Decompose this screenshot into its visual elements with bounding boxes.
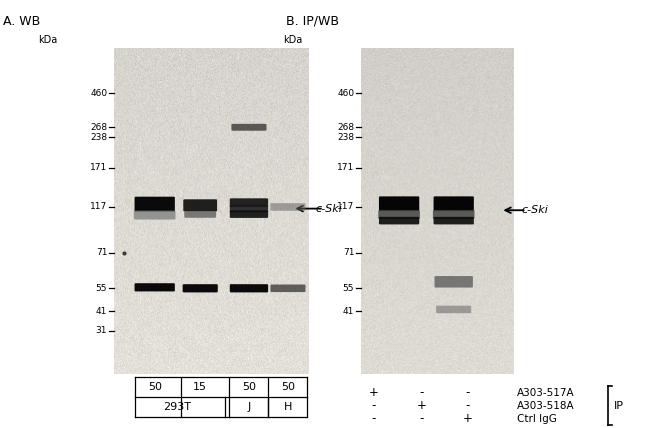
Text: 171: 171 [90, 163, 107, 172]
Text: 71: 71 [343, 248, 354, 257]
Text: 268: 268 [337, 123, 354, 132]
FancyBboxPatch shape [378, 210, 420, 219]
FancyBboxPatch shape [135, 283, 175, 291]
Text: -: - [466, 399, 470, 412]
Text: A. WB: A. WB [3, 15, 40, 28]
Text: c-Ski: c-Ski [521, 205, 548, 215]
FancyBboxPatch shape [433, 210, 474, 219]
FancyBboxPatch shape [270, 203, 306, 211]
Text: H: H [284, 402, 292, 412]
Text: 117: 117 [337, 202, 354, 211]
Text: 50: 50 [281, 382, 295, 392]
Text: IP: IP [614, 401, 624, 411]
FancyBboxPatch shape [185, 211, 216, 218]
FancyBboxPatch shape [135, 197, 175, 212]
Text: 50: 50 [148, 382, 162, 392]
Text: 117: 117 [90, 202, 107, 211]
Text: -: - [466, 386, 470, 399]
Text: -: - [372, 399, 376, 412]
FancyBboxPatch shape [434, 217, 474, 224]
FancyBboxPatch shape [230, 205, 268, 212]
Text: 31: 31 [96, 326, 107, 335]
Text: 238: 238 [337, 133, 354, 142]
Text: 50: 50 [242, 382, 256, 392]
Text: -: - [419, 386, 423, 399]
Text: 268: 268 [90, 123, 107, 132]
Text: A303-517A: A303-517A [517, 388, 575, 398]
FancyBboxPatch shape [183, 199, 217, 211]
FancyBboxPatch shape [379, 217, 419, 224]
Text: -: - [419, 412, 423, 425]
FancyBboxPatch shape [230, 284, 268, 292]
Text: Ctrl IgG: Ctrl IgG [517, 413, 556, 424]
Text: 293T: 293T [163, 402, 192, 412]
Text: 15: 15 [193, 382, 207, 392]
FancyBboxPatch shape [434, 196, 474, 211]
Text: c-Ski: c-Ski [315, 204, 342, 214]
Text: -: - [372, 412, 376, 425]
Text: B. IP/WB: B. IP/WB [286, 15, 339, 28]
FancyBboxPatch shape [230, 198, 268, 207]
Text: 41: 41 [96, 306, 107, 315]
Text: +: + [416, 399, 426, 412]
Text: 460: 460 [337, 89, 354, 98]
FancyBboxPatch shape [436, 306, 471, 313]
FancyBboxPatch shape [379, 196, 419, 211]
FancyBboxPatch shape [134, 211, 176, 220]
Text: 41: 41 [343, 306, 354, 315]
Text: 55: 55 [343, 284, 354, 293]
Text: A303-518A: A303-518A [517, 401, 575, 411]
Text: +: + [463, 412, 473, 425]
FancyBboxPatch shape [270, 285, 306, 292]
FancyBboxPatch shape [231, 124, 266, 131]
Text: 71: 71 [96, 248, 107, 257]
Text: +: + [369, 386, 379, 399]
FancyBboxPatch shape [183, 284, 218, 292]
Text: 460: 460 [90, 89, 107, 98]
Text: 55: 55 [96, 284, 107, 293]
FancyBboxPatch shape [230, 210, 268, 218]
Text: kDa: kDa [38, 35, 57, 45]
Text: 171: 171 [337, 163, 354, 172]
Text: 238: 238 [90, 133, 107, 142]
Text: kDa: kDa [283, 35, 302, 45]
FancyBboxPatch shape [434, 276, 473, 288]
Text: J: J [247, 402, 251, 412]
